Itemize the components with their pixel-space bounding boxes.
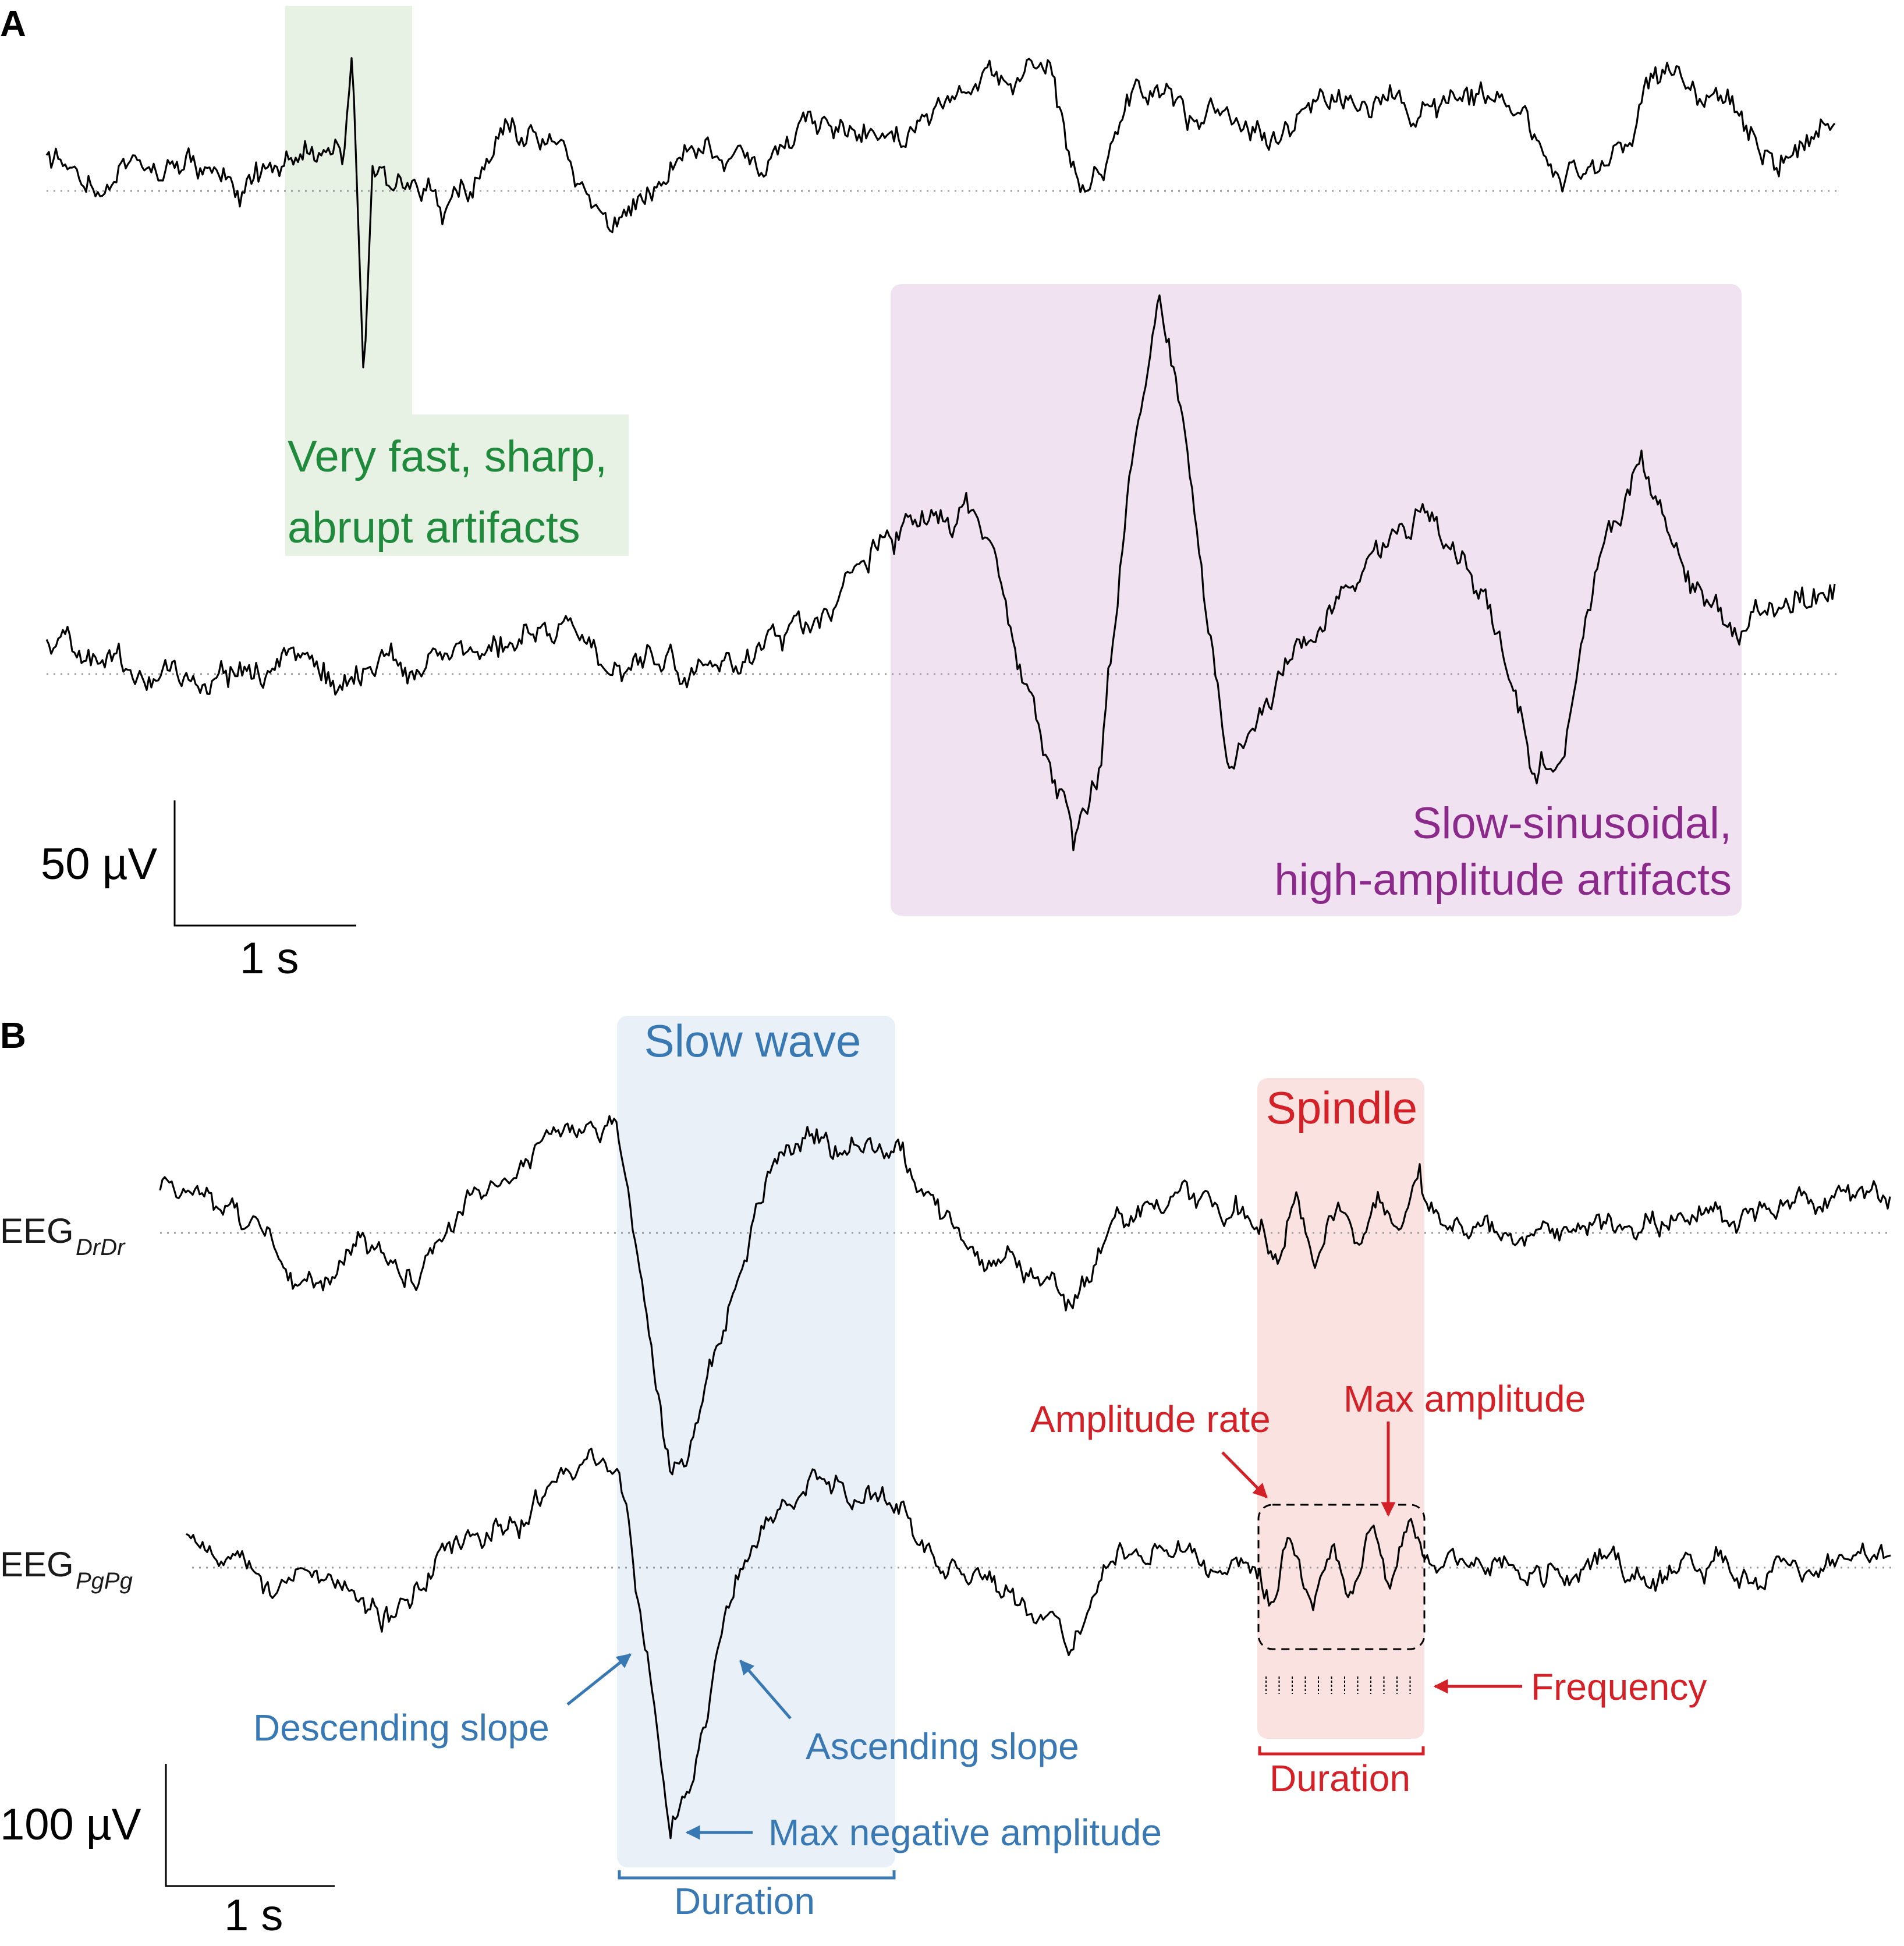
ascending-slope-arrow [739, 1660, 792, 1720]
eeg-pgpg-label: EEG PgPg [0, 1545, 133, 1594]
spindle-duration-label: Duration [1270, 1757, 1410, 1799]
eeg-trace-drdr [159, 1115, 1891, 1476]
svg-text:DrDr: DrDr [76, 1235, 126, 1260]
slow-wave-highlight [617, 1016, 895, 1867]
frequency-label: Frequency [1531, 1666, 1707, 1708]
scale-b-time-label: 1 s [224, 1891, 283, 1940]
slow-wave-title: Slow wave [644, 1015, 861, 1066]
spindle-window [1257, 1504, 1426, 1650]
eeg-drdr-label: EEG DrDr [0, 1211, 126, 1260]
fast-artifact-label-line2: abrupt artifacts [288, 503, 580, 552]
svg-text:PgPg: PgPg [76, 1568, 133, 1594]
fast-artifact-highlight [285, 6, 629, 556]
svg-text:EEG: EEG [0, 1211, 74, 1250]
slow-artifact-label-line2: high-amplitude artifacts [1274, 855, 1732, 905]
scale-b-amplitude-label: 100 µV [0, 1800, 141, 1849]
slow-artifact-label-line1: Slow-sinusoidal, [1412, 799, 1732, 848]
slow-wave-duration-bracket [618, 1870, 896, 1880]
max-negative-amplitude-label: Max negative amplitude [768, 1812, 1162, 1853]
amplitude-rate-label: Amplitude rate [1030, 1398, 1271, 1440]
panel-b-letter: B [0, 1016, 26, 1056]
frequency-ticks [1265, 1676, 1411, 1694]
slow-wave-duration-label: Duration [674, 1880, 815, 1922]
scale-bar-a [173, 800, 356, 927]
descending-slope-arrow [566, 1653, 632, 1706]
fast-artifact-label-line1: Very fast, sharp, [288, 432, 607, 481]
spindle-duration-bracket [1258, 1746, 1425, 1756]
scale-a-amplitude-label: 50 µV [41, 839, 157, 889]
spindle-title: Spindle [1266, 1082, 1417, 1133]
eeg-trace-pgpg [186, 1448, 1891, 1839]
spindle-highlight [1257, 1078, 1424, 1739]
max-amplitude-label: Max amplitude [1343, 1378, 1586, 1420]
ascending-slope-label: Ascending slope [806, 1725, 1079, 1767]
panel-a-letter: A [0, 4, 26, 44]
eeg-trace-a1 [45, 57, 1836, 368]
descending-slope-label: Descending slope [253, 1707, 549, 1749]
eeg-trace-a2 [45, 294, 1836, 852]
svg-text:EEG: EEG [0, 1545, 74, 1584]
scale-bar-b [165, 1764, 335, 1887]
amplitude-rate-arrow [1221, 1451, 1268, 1498]
scale-a-time-label: 1 s [240, 934, 299, 983]
